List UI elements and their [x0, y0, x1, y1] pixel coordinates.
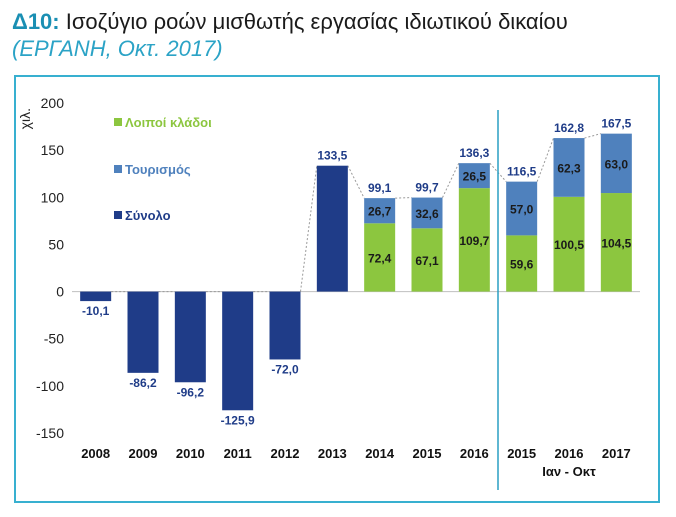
y-tick-label: 150 [41, 142, 65, 158]
y-tick-label: 100 [41, 189, 65, 205]
bar-others [506, 235, 538, 292]
y-tick-label: -100 [36, 378, 64, 394]
bar-others [553, 196, 585, 292]
bar-tourism [411, 197, 443, 229]
x-tick-label: 2010 [176, 446, 205, 461]
data-label-others: 104,5 [601, 236, 631, 250]
data-label-total: 116,5 [507, 165, 537, 179]
legend-label: Τουρισμός [125, 162, 191, 177]
legend-swatch [114, 165, 122, 173]
data-label-others: 67,1 [415, 254, 439, 268]
bar-tourism [364, 198, 396, 224]
data-label-tourism: 26,5 [463, 170, 487, 184]
source-note: (ΕΡΓΑΝΗ, Οκτ. 2017) [12, 36, 223, 61]
bar-total [222, 291, 254, 411]
connector-line [347, 165, 365, 199]
x-tick-label: 2013 [318, 446, 347, 461]
x-tick-label: 2008 [81, 446, 110, 461]
legend-swatch [114, 211, 122, 219]
bar-total [269, 291, 301, 360]
bar-others [458, 188, 490, 292]
data-label-others: 72,4 [368, 251, 392, 265]
data-label-total: 133,5 [317, 149, 347, 163]
connector-line [300, 165, 318, 292]
connector-line [395, 197, 412, 199]
bar-tourism [600, 133, 632, 194]
connector-line [442, 162, 460, 198]
data-label-total: 99,7 [415, 181, 439, 195]
legend-label: Σύνολο [125, 208, 171, 223]
title-text: Ισοζύγιο ροών μισθωτής εργασίας ιδιωτικο… [65, 9, 568, 34]
data-label-tourism: 62,3 [557, 161, 581, 175]
data-label-total: -86,2 [129, 376, 157, 390]
bar-total [174, 291, 206, 383]
data-label-total: -125,9 [221, 413, 255, 427]
chart-frame [14, 75, 660, 503]
data-label-total: -96,2 [177, 385, 205, 399]
x-tick-label: 2017 [602, 446, 631, 461]
y-tick-label: 200 [41, 95, 65, 111]
bar-others [600, 193, 632, 292]
data-label-total: -72,0 [271, 362, 299, 376]
bar-tourism [506, 181, 538, 236]
bar-total [80, 291, 112, 302]
data-label-tourism: 26,7 [368, 205, 392, 219]
bar-tourism [553, 138, 585, 197]
connector-line [584, 133, 601, 139]
y-tick-label: 50 [48, 236, 64, 252]
group-label: Ιαν - Οκτ [542, 464, 596, 479]
y-axis-label: χιλ. [17, 108, 33, 129]
x-tick-label: 2014 [365, 446, 395, 461]
x-tick-label: 2009 [129, 446, 158, 461]
data-label-tourism: 63,0 [605, 157, 629, 171]
y-tick-label: -150 [36, 425, 64, 441]
data-label-tourism: 57,0 [510, 203, 534, 217]
bar-tourism [458, 163, 490, 189]
y-tick-label: -50 [44, 331, 64, 347]
data-label-total: 99,1 [368, 181, 392, 195]
data-label-total: 162,8 [554, 121, 584, 135]
legend-label: Λοιποί κλάδοι [125, 115, 212, 130]
x-tick-label: 2016 [555, 446, 584, 461]
figure-code: Δ10: [12, 9, 60, 34]
data-label-others: 100,5 [554, 238, 584, 252]
x-tick-label: 2015 [507, 446, 536, 461]
data-label-others: 59,6 [510, 257, 534, 271]
x-tick-label: 2016 [460, 446, 489, 461]
legend-swatch [114, 118, 122, 126]
connector-line [536, 137, 554, 182]
chart-title: Δ10: Ισοζύγιο ροών μισθωτής εργασίας ιδι… [12, 8, 662, 62]
x-tick-label: 2011 [224, 446, 252, 461]
x-tick-label: 2015 [413, 446, 442, 461]
data-label-total: 167,5 [601, 117, 631, 131]
data-label-total: -10,1 [82, 304, 110, 318]
y-tick-label: 0 [56, 284, 64, 300]
bar-others [411, 228, 443, 292]
bar-total [316, 165, 348, 292]
data-label-total: 136,3 [459, 146, 489, 160]
data-label-tourism: 32,6 [415, 207, 439, 221]
data-label-others: 109,7 [459, 234, 489, 248]
x-tick-label: 2012 [271, 446, 300, 461]
bar-others [364, 223, 396, 292]
bar-total [127, 291, 159, 373]
